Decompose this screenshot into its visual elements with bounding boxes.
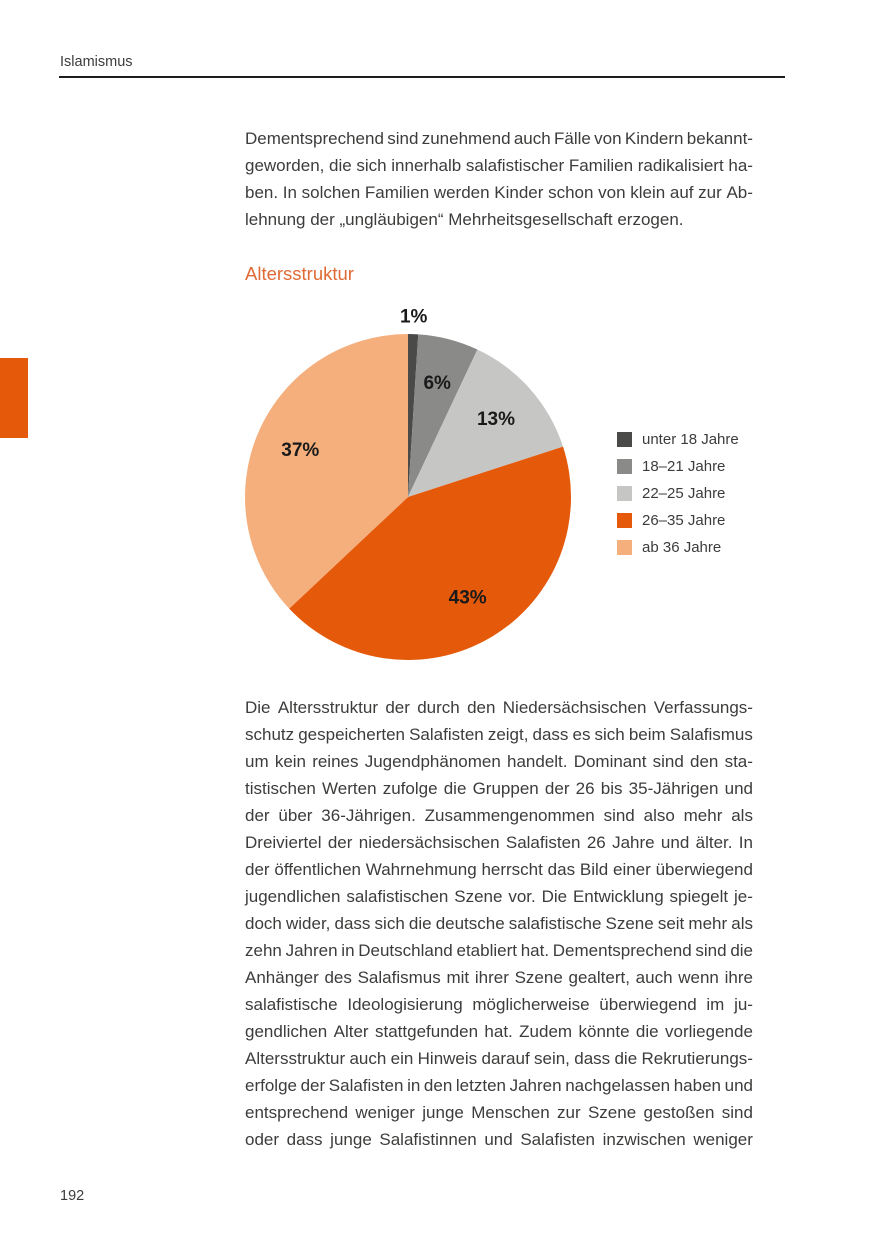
legend-label: 26–35 Jahre — [642, 512, 726, 529]
legend-item: 18–21 Jahre — [617, 453, 739, 480]
text-line: tistischen Werten zufolge die Gruppen der 26 bi… — [245, 779, 753, 798]
pie-slice-22-25-jahre — [408, 349, 564, 497]
legend-item: 26–35 Jahre — [617, 507, 739, 534]
running-header: Islamismus — [60, 54, 133, 70]
text-line: um kein reines Jugendphänomen handelt. Domina… — [245, 752, 753, 771]
legend-swatch-icon — [617, 540, 632, 555]
text-line: oder dass junge Salafistinnen und Salafisten i… — [245, 1130, 753, 1149]
legend-swatch-icon — [617, 432, 632, 447]
pie-slice-26-35-jahre — [289, 446, 571, 660]
pie-slice-unter-18-jahre — [408, 334, 419, 497]
page-number: 192 — [60, 1188, 85, 1204]
chart-legend: unter 18 Jahre 18–21 Jahre 22–25 Jahre 26–3… — [617, 426, 739, 561]
text-line: geworden, die sich innerhalb salafistischer F… — [245, 156, 753, 175]
text-line: Dreiviertel der niedersächsischen Salafiste… — [245, 833, 753, 852]
pie-value-label: 13% — [477, 409, 515, 430]
pie-slice-18-21-jahre — [408, 334, 478, 497]
text-line: ben. In solchen Familien werden Kinder schon vo… — [245, 183, 753, 202]
pie-slice-ab-36-jahre — [245, 334, 408, 609]
text-line: lehnung der „ungläubigen“ Mehrheitsgesel… — [245, 210, 684, 229]
text-line: erfolge der Salafisten in den letzten Jahren na… — [245, 1076, 753, 1095]
text-line: jugendlichen salafistischen Szene vor. Die En… — [245, 887, 753, 906]
text-line: doch wider, dass sich die deutsche salafistisc… — [245, 914, 753, 933]
legend-item: 22–25 Jahre — [617, 480, 739, 507]
pie-value-label: 37% — [281, 440, 319, 461]
legend-label: ab 36 Jahre — [642, 539, 722, 556]
legend-label: 18–21 Jahre — [642, 458, 726, 475]
text-line: Altersstruktur auch ein Hinweis darauf sein, d… — [245, 1049, 753, 1068]
legend-swatch-icon — [617, 459, 632, 474]
body-paragraph: Die Altersstruktur der durch den Niedersächsi… — [245, 694, 753, 1153]
text-line: entsprechend weniger junge Menschen zur Szene… — [245, 1103, 753, 1122]
legend-swatch-icon — [617, 513, 632, 528]
pie-value-label: 1% — [400, 307, 428, 328]
pie-value-label: 6% — [423, 373, 451, 394]
section-heading: Altersstruktur — [245, 263, 354, 284]
legend-item: ab 36 Jahre — [617, 534, 739, 561]
header-rule — [59, 76, 785, 78]
legend-item: unter 18 Jahre — [617, 426, 739, 453]
text-line: Dementsprechend sind zunehmend auch Fälle von… — [245, 129, 753, 148]
legend-swatch-icon — [617, 486, 632, 501]
text-line: Die Altersstruktur der durch den Niedersächsi… — [245, 698, 753, 717]
text-line: Anhänger des Salafismus mit ihrer Szene gealte… — [245, 968, 753, 987]
pie-value-label: 43% — [449, 588, 487, 609]
legend-label: 22–25 Jahre — [642, 485, 726, 502]
legend-label: unter 18 Jahre — [642, 431, 739, 448]
text-line: salafistische Ideologisierung möglicherwei… — [245, 995, 753, 1014]
text-line: der öffentlichen Wahrnehmung herrscht das Bil… — [245, 860, 753, 879]
intro-paragraph: Dementsprechend sind zunehmend auch Fälle von… — [245, 125, 753, 233]
chapter-tab-marker — [0, 358, 28, 438]
age-structure-pie-chart: 1% 6% 13% 43% 37% — [245, 307, 571, 660]
text-line: zehn Jahren in Deutschland etabliert hat. Deme… — [245, 941, 753, 960]
text-line: der über 36-Jährigen. Zusammengenommen sind a… — [245, 806, 753, 825]
text-line: schutz gespeicherten Salafisten zeigt, dass e… — [245, 725, 753, 744]
text-line: gendlichen Alter stattgefunden hat. Zudem kön… — [245, 1022, 753, 1041]
